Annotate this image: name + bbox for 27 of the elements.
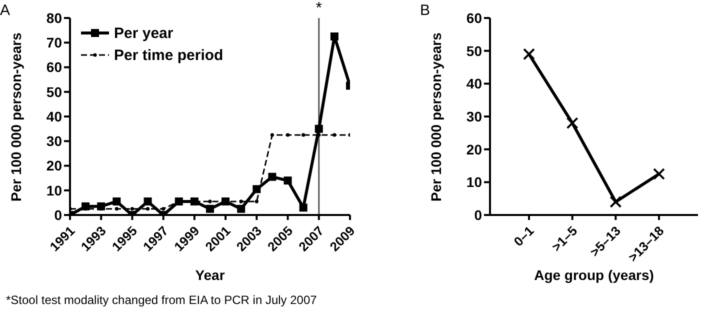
y-tick-label: 50 — [466, 42, 482, 59]
y-tick-label: 0 — [54, 206, 62, 223]
legend-label: Per time period — [114, 46, 224, 64]
y-tick-label: 60 — [466, 10, 482, 26]
legend-label: Per year — [114, 24, 174, 42]
y-tick-label: 60 — [46, 59, 62, 76]
y-tick-label: 20 — [466, 141, 482, 158]
text: *Stool test modality changed from EIA to PCR in July 2007 — [6, 293, 317, 307]
ref-line-label: * — [316, 0, 322, 17]
y-tick-label: 30 — [46, 133, 62, 150]
y-tick-label: 80 — [46, 10, 62, 26]
y-tick-label: 10 — [466, 174, 482, 190]
y-tick-label: 70 — [46, 34, 62, 51]
x-axis-title: Year — [195, 267, 226, 283]
y-axis-title: Per 100 000 person-years — [8, 32, 24, 202]
chart-title: B — [420, 2, 430, 19]
x-tick-label: 0–1 — [510, 223, 537, 250]
y-tick-label: 0 — [474, 206, 482, 223]
y-tick-label: 30 — [466, 108, 482, 124]
y-tick-label: 20 — [46, 158, 62, 174]
y-tick-label: 40 — [466, 76, 482, 92]
y-tick-label: 10 — [46, 182, 62, 198]
y-tick-label: 40 — [46, 108, 62, 124]
chart-title: A — [0, 2, 10, 19]
y-axis-title: Per 100 000 person-years — [428, 32, 444, 202]
x-axis-title: Age group (years) — [534, 267, 654, 283]
y-tick-label: 50 — [46, 84, 62, 100]
